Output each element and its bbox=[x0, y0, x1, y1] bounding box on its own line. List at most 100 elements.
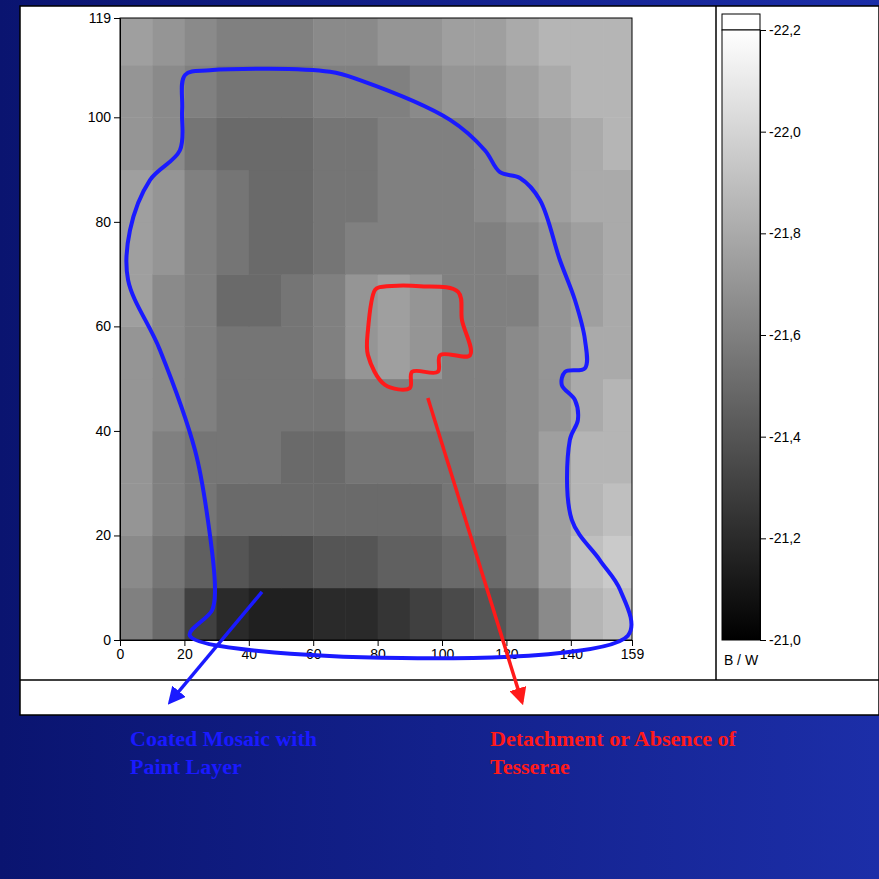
heat-cell bbox=[281, 65, 314, 118]
tick: 0 bbox=[103, 632, 120, 648]
heat-cell bbox=[217, 170, 250, 223]
y-axis: 020406080100119 bbox=[88, 10, 121, 648]
heat-cell bbox=[506, 18, 539, 66]
heat-cell bbox=[217, 326, 250, 379]
heat-cell bbox=[120, 326, 153, 379]
heat-cell bbox=[281, 170, 314, 223]
tick-mark bbox=[114, 535, 120, 536]
tick: -21,6 bbox=[760, 327, 801, 343]
tick: 80 bbox=[95, 214, 120, 230]
heat-cell bbox=[378, 18, 411, 66]
heat-cell bbox=[152, 431, 185, 484]
tick: 60 bbox=[95, 318, 120, 334]
heat-cell bbox=[249, 326, 282, 379]
tick-mark bbox=[114, 326, 120, 327]
separator bbox=[715, 6, 717, 680]
heat-cell bbox=[120, 588, 153, 640]
annotation-arrow bbox=[170, 592, 262, 702]
heat-cell bbox=[217, 65, 250, 118]
heat-cell bbox=[571, 431, 604, 484]
tick-mark bbox=[114, 117, 120, 118]
heat-cell bbox=[345, 222, 378, 275]
heat-cell bbox=[184, 18, 217, 66]
tick: -21,8 bbox=[760, 225, 801, 241]
tick-label: -21,4 bbox=[769, 429, 801, 445]
heat-cell bbox=[571, 222, 604, 275]
annotation-text: Detachment or Absence ofTesserae bbox=[490, 726, 736, 779]
tick-label: 20 bbox=[95, 527, 111, 543]
heat-cell bbox=[217, 274, 250, 327]
heat-cell bbox=[474, 431, 507, 484]
heat-cell bbox=[539, 117, 572, 170]
heat-cell bbox=[184, 483, 217, 536]
colorbar-cap bbox=[722, 14, 760, 30]
heat-cell bbox=[603, 18, 632, 66]
heat-cell bbox=[345, 18, 378, 66]
heat-cell bbox=[410, 379, 443, 432]
heat-cell bbox=[152, 170, 185, 223]
heat-cell bbox=[410, 535, 443, 588]
tick-label: 0 bbox=[117, 646, 125, 662]
heat-cell bbox=[603, 326, 632, 379]
heat-cell bbox=[603, 535, 632, 588]
tick-mark bbox=[114, 431, 120, 432]
tick-label: 60 bbox=[95, 318, 111, 334]
heat-cell bbox=[281, 326, 314, 379]
tick-label: -21,8 bbox=[769, 225, 801, 241]
heat-cell bbox=[217, 18, 250, 66]
heat-cell bbox=[249, 535, 282, 588]
heat-cell bbox=[378, 588, 411, 640]
heat-cell bbox=[281, 222, 314, 275]
heat-cell bbox=[313, 483, 346, 536]
heat-cell bbox=[345, 65, 378, 118]
heat-cell bbox=[152, 274, 185, 327]
heat-cell bbox=[152, 18, 185, 66]
heat-cell bbox=[506, 274, 539, 327]
plot-frame bbox=[120, 18, 632, 640]
heat-cell bbox=[506, 535, 539, 588]
tick: 20 bbox=[177, 640, 193, 662]
heat-cell bbox=[184, 379, 217, 432]
heat-cell bbox=[378, 483, 411, 536]
heat-cell bbox=[442, 65, 475, 118]
heat-cell bbox=[410, 18, 443, 66]
heat-cell bbox=[217, 117, 250, 170]
cells bbox=[120, 18, 632, 640]
heat-cell bbox=[249, 431, 282, 484]
heat-cell bbox=[345, 379, 378, 432]
tick-label: 80 bbox=[95, 214, 111, 230]
heat-cell bbox=[539, 18, 572, 66]
heat-cell bbox=[217, 535, 250, 588]
axis-line bbox=[761, 31, 767, 641]
tick-mark bbox=[760, 437, 766, 438]
heat-cell bbox=[120, 431, 153, 484]
heat-cell bbox=[539, 588, 572, 640]
heat-cell bbox=[345, 117, 378, 170]
heat-cell bbox=[442, 379, 475, 432]
heat-cell bbox=[506, 483, 539, 536]
annotation-arrow bbox=[428, 398, 522, 702]
heat-cell bbox=[506, 222, 539, 275]
heat-cell bbox=[313, 117, 346, 170]
heat-cell bbox=[120, 117, 153, 170]
heat-cell bbox=[313, 18, 346, 66]
heat-cell bbox=[184, 222, 217, 275]
tick: 60 bbox=[306, 640, 322, 662]
heat-cell bbox=[281, 18, 314, 66]
tick: 0 bbox=[117, 640, 125, 662]
heat-cell bbox=[442, 222, 475, 275]
heat-cell bbox=[410, 274, 443, 327]
heat-cell bbox=[281, 117, 314, 170]
heat-cell bbox=[345, 170, 378, 223]
chart-root: 020406080100120140159020406080100119-22,… bbox=[0, 0, 879, 879]
panel bbox=[20, 6, 879, 715]
tick-mark bbox=[114, 18, 120, 19]
heat-cell bbox=[603, 483, 632, 536]
heat-cell bbox=[120, 170, 153, 223]
heat-cell bbox=[378, 117, 411, 170]
tick-label: -21,6 bbox=[769, 327, 801, 343]
heat-cell bbox=[120, 379, 153, 432]
region-outline bbox=[367, 286, 471, 390]
tick-mark bbox=[760, 335, 766, 336]
heat-cell bbox=[474, 18, 507, 66]
